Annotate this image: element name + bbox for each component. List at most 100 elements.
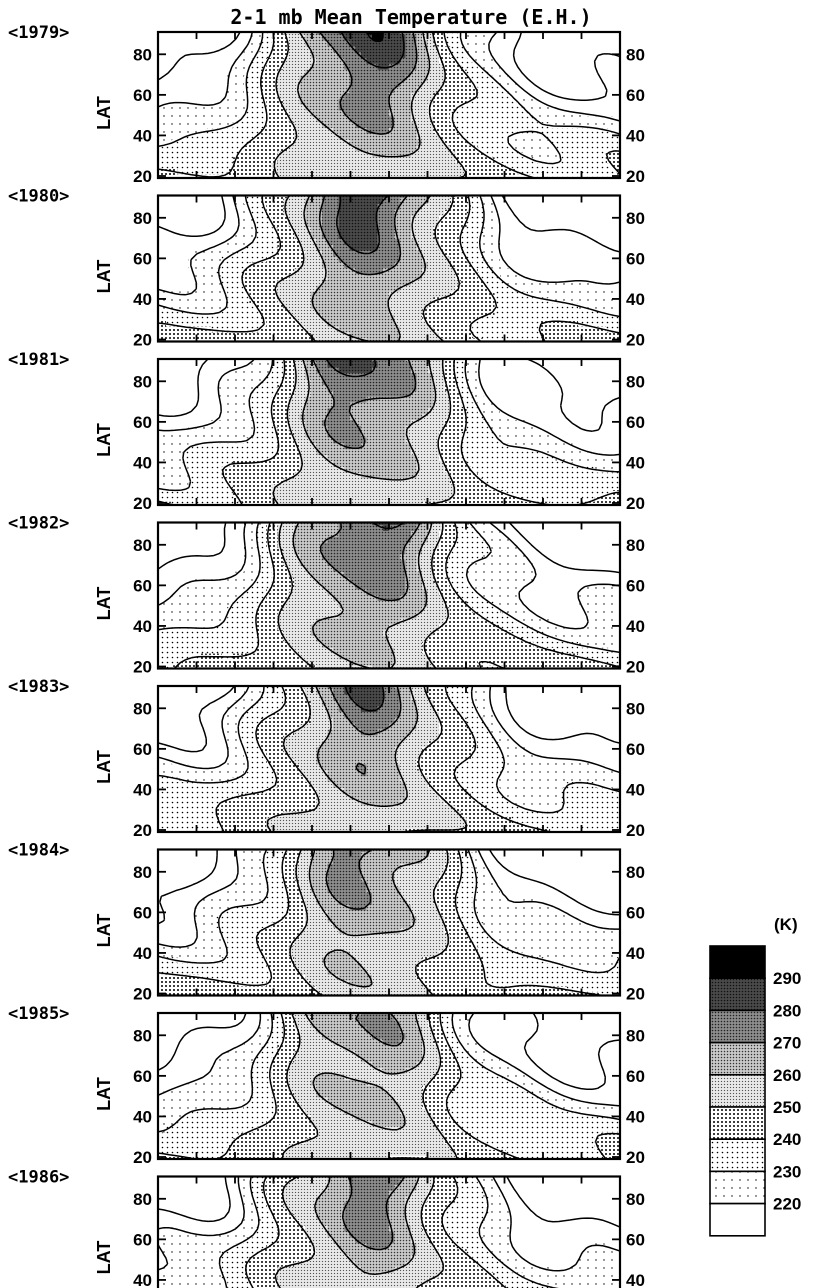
heatmap-cell — [321, 385, 329, 392]
heatmap-cell — [188, 227, 195, 234]
heatmap-cell — [405, 93, 412, 100]
heatmap-cell — [438, 168, 445, 176]
heatmap-cell — [260, 309, 267, 316]
heatmap-cell — [238, 168, 245, 176]
heatmap-cell — [561, 221, 568, 228]
heatmap-cell — [277, 139, 284, 147]
heatmap-cell — [333, 98, 340, 106]
heatmap-cell — [288, 116, 295, 123]
heatmap-cell — [533, 359, 540, 363]
heatmap-cell — [522, 239, 529, 246]
heatmap-cell — [160, 34, 167, 41]
heatmap-cell — [227, 332, 234, 339]
heatmap-cell — [210, 268, 217, 275]
heatmap-cell — [349, 128, 356, 135]
heatmap-cell — [366, 309, 373, 316]
heatmap-cell — [594, 285, 601, 293]
heatmap-cell — [158, 326, 162, 333]
heatmap-cell — [160, 69, 167, 77]
heatmap-cell — [422, 52, 429, 59]
heatmap-cell — [205, 81, 212, 88]
heatmap-cell — [422, 98, 429, 106]
heatmap-cell — [182, 332, 189, 339]
heatmap-cell — [388, 326, 395, 333]
heatmap-cell — [260, 157, 267, 164]
heatmap-cell — [422, 361, 429, 368]
heatmap-cell — [266, 133, 273, 141]
heatmap-cell — [221, 390, 228, 398]
heatmap-cell — [405, 157, 412, 164]
heatmap-cell — [533, 233, 540, 240]
heatmap-cell — [205, 151, 212, 158]
heatmap-cell — [193, 81, 201, 88]
heatmap-cell — [338, 75, 345, 82]
heatmap-cell — [260, 58, 267, 65]
heatmap-cell — [282, 297, 290, 304]
heatmap-cell — [494, 285, 501, 293]
heatmap-cell — [416, 373, 423, 380]
heatmap-cell — [505, 151, 512, 158]
heatmap-cell — [494, 110, 501, 117]
heatmap-cell — [488, 75, 496, 82]
heatmap-cell — [249, 110, 256, 117]
heatmap-cell — [522, 174, 529, 178]
heatmap-cell — [444, 168, 451, 176]
heatmap-cell — [500, 40, 507, 47]
heatmap-cell — [344, 285, 351, 293]
heatmap-cell — [372, 256, 379, 263]
heatmap-cell — [427, 168, 434, 176]
heatmap-cell — [338, 227, 345, 234]
heatmap-cell — [388, 81, 395, 88]
heatmap-cell — [158, 110, 162, 117]
heatmap-cell — [516, 168, 523, 176]
heatmap-cell — [444, 233, 451, 240]
heatmap-cell — [600, 385, 607, 392]
heatmap-cell — [544, 221, 551, 228]
heatmap-cell — [360, 373, 368, 380]
heatmap-cell — [600, 145, 607, 152]
heatmap-cell — [483, 285, 490, 293]
heatmap-cell — [578, 69, 585, 77]
heatmap-cell — [327, 285, 334, 293]
heatmap-cell — [477, 151, 484, 158]
heatmap-cell — [572, 87, 579, 94]
heatmap-cell — [416, 204, 423, 211]
heatmap-cell — [260, 390, 267, 398]
heatmap-cell — [383, 373, 390, 380]
heatmap-cell — [349, 32, 356, 36]
heatmap-cell — [244, 209, 251, 217]
heatmap-cell — [205, 361, 212, 368]
heatmap-cell — [527, 297, 535, 304]
heatmap-cell — [160, 227, 167, 234]
heatmap-cell — [383, 93, 390, 100]
heatmap-cell — [455, 163, 462, 170]
heatmap-cell — [299, 326, 306, 333]
heatmap-cell — [360, 157, 368, 164]
heatmap-cell — [277, 195, 284, 199]
heatmap-cell — [321, 163, 329, 170]
heatmap-cell — [238, 40, 245, 47]
heatmap-cell — [416, 32, 423, 36]
heatmap-cell — [494, 145, 501, 152]
heatmap-cell — [238, 239, 245, 246]
heatmap-cell — [355, 215, 362, 222]
heatmap-cell — [589, 63, 596, 71]
heatmap-cell — [271, 279, 278, 287]
heatmap-cell — [500, 32, 507, 36]
heatmap-cell — [416, 52, 423, 59]
heatmap-cell — [166, 204, 173, 211]
heatmap-cell — [255, 40, 262, 47]
heatmap-cell — [260, 93, 267, 100]
heatmap-cell — [182, 279, 189, 287]
heatmap-cell — [527, 87, 535, 94]
heatmap-cell — [433, 139, 440, 147]
heatmap-cell — [533, 122, 540, 129]
heatmap-cell — [333, 233, 340, 240]
heatmap-cell — [411, 385, 418, 392]
heatmap-cell — [433, 133, 440, 141]
heatmap-cell — [477, 87, 484, 94]
heatmap-cell — [477, 309, 484, 316]
heatmap-cell — [294, 279, 301, 287]
heatmap-cell — [271, 209, 278, 217]
heatmap-cell — [227, 359, 234, 363]
